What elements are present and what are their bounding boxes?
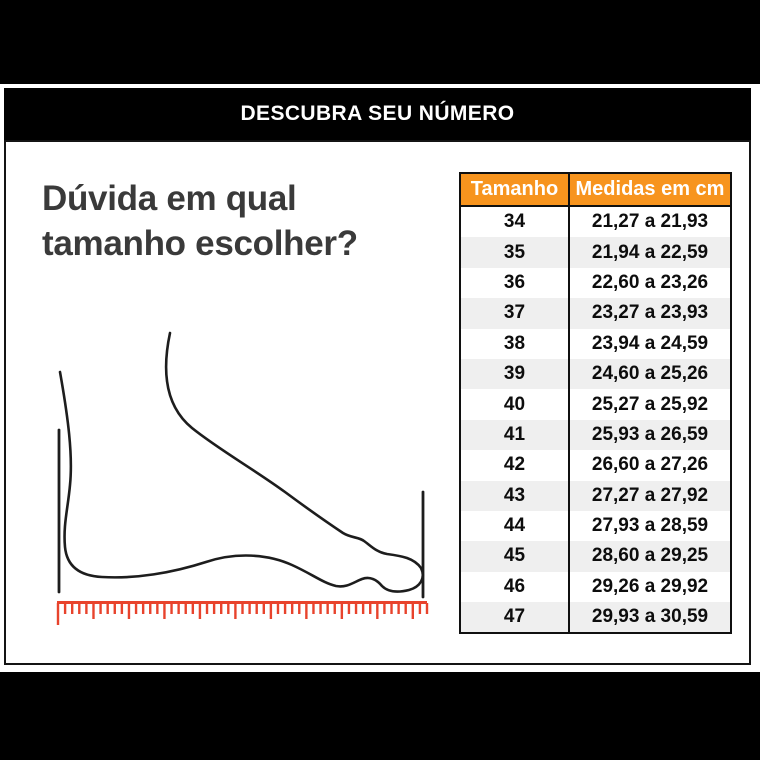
measure-cell: 23,94 a 24,59 bbox=[568, 328, 731, 359]
measure-cell: 21,94 a 22,59 bbox=[568, 237, 731, 268]
top-black-band bbox=[0, 0, 760, 84]
size-cell: 42 bbox=[503, 454, 526, 476]
ruler-ticks bbox=[56, 603, 429, 625]
size-row: 39 24,60 a 25,26 bbox=[460, 358, 731, 390]
foot-outline bbox=[58, 331, 425, 593]
size-row: 35 21,94 a 22,59 bbox=[460, 237, 731, 268]
size-cell: 45 bbox=[503, 545, 526, 567]
measure-cell: 29,93 a 30,59 bbox=[568, 602, 731, 634]
size-row: 42 26,60 a 27,26 bbox=[460, 450, 731, 481]
size-guide-card: DESCUBRA SEU NÚMERO Dúvida em qual taman… bbox=[4, 88, 751, 665]
measure-cell: 28,60 a 29,25 bbox=[568, 541, 731, 572]
size-row: 41 25,93 a 26,59 bbox=[460, 419, 731, 451]
size-row: 38 23,94 a 24,59 bbox=[460, 328, 731, 359]
size-cell: 46 bbox=[503, 575, 526, 597]
size-row: 34 21,27 a 21,93 bbox=[460, 206, 731, 238]
measure-cell: 27,93 a 28,59 bbox=[568, 510, 731, 542]
foot-measurement-illustration bbox=[56, 331, 429, 625]
question-heading: Dúvida em qual tamanho escolher? bbox=[42, 179, 358, 263]
size-row: 40 25,27 a 25,92 bbox=[460, 389, 731, 420]
size-row: 44 27,93 a 28,59 bbox=[460, 510, 731, 542]
size-cell: 35 bbox=[503, 241, 526, 263]
size-row: 47 29,93 a 30,59 bbox=[460, 602, 731, 634]
size-row: 46 29,26 a 29,92 bbox=[460, 571, 731, 603]
measure-cell: 21,27 a 21,93 bbox=[568, 206, 731, 238]
size-cell: 38 bbox=[503, 332, 526, 354]
column-header-size: Tamanho bbox=[460, 173, 569, 207]
size-cell: 47 bbox=[503, 606, 526, 628]
size-table-body: 34 21,27 a 21,93 35 21,94 a 22,59 36 22,60 a … bbox=[460, 206, 731, 634]
measure-cell: 25,27 a 25,92 bbox=[568, 389, 731, 420]
measure-cell: 27,27 a 27,92 bbox=[568, 480, 731, 511]
size-cell: 34 bbox=[503, 211, 526, 233]
size-cell: 41 bbox=[503, 423, 526, 445]
size-cell: 36 bbox=[503, 271, 526, 293]
size-table-header-row: Tamanho Medidas em cm bbox=[460, 173, 731, 207]
size-row: 45 28,60 a 29,25 bbox=[460, 541, 731, 572]
size-guide-body: Dúvida em qual tamanho escolher? Tamanho… bbox=[4, 140, 751, 665]
measure-cell: 26,60 a 27,26 bbox=[568, 450, 731, 481]
size-cell: 37 bbox=[503, 302, 526, 324]
size-row: 36 22,60 a 23,26 bbox=[460, 267, 731, 299]
size-cell: 43 bbox=[503, 484, 526, 506]
size-row: 37 23,27 a 23,93 bbox=[460, 298, 731, 329]
measure-cell: 25,93 a 26,59 bbox=[568, 419, 731, 451]
size-cell: 40 bbox=[503, 393, 526, 415]
measure-cell: 29,26 a 29,92 bbox=[568, 571, 731, 603]
size-table-header: Tamanho Medidas em cm bbox=[460, 173, 731, 207]
banner: DESCUBRA SEU NÚMERO bbox=[4, 88, 751, 140]
size-table: Tamanho Medidas em cm 34 21,27 a 21,93 35 2… bbox=[459, 172, 732, 635]
size-row: 43 27,27 a 27,92 bbox=[460, 480, 731, 511]
measure-cell: 22,60 a 23,26 bbox=[568, 267, 731, 299]
size-cell: 39 bbox=[503, 363, 526, 385]
column-header-measures: Medidas em cm bbox=[568, 173, 731, 207]
measure-cell: 24,60 a 25,26 bbox=[568, 358, 731, 390]
measure-cell: 23,27 a 23,93 bbox=[568, 298, 731, 329]
banner-title: DESCUBRA SEU NÚMERO bbox=[240, 102, 515, 125]
bottom-black-band bbox=[0, 672, 760, 760]
size-cell: 44 bbox=[503, 515, 526, 537]
